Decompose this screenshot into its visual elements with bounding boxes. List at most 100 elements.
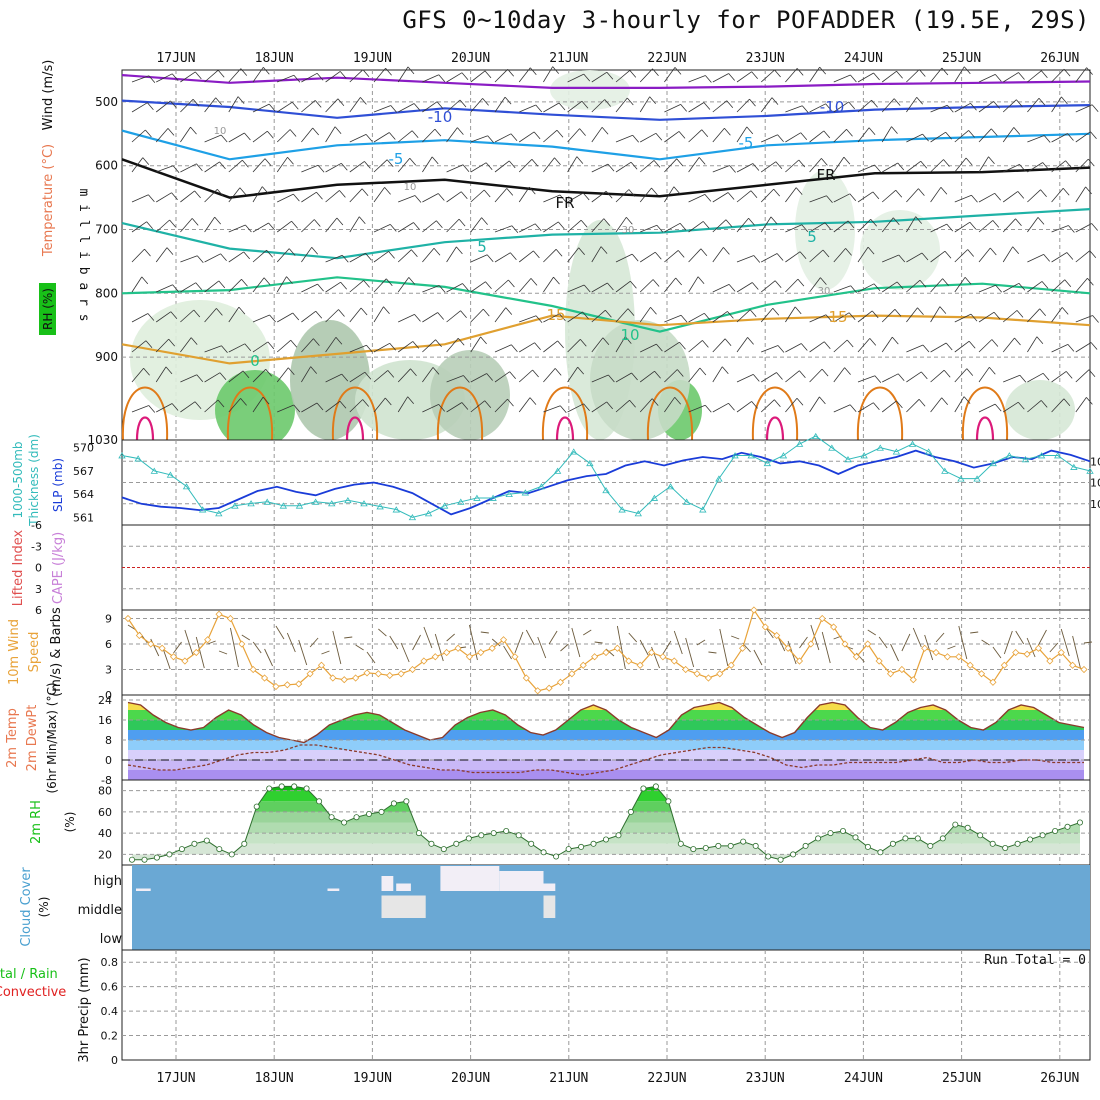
wind-barb-flag bbox=[943, 369, 951, 378]
isotherm-line bbox=[121, 314, 1091, 365]
wind-barb-flag bbox=[897, 373, 905, 382]
wind-barb bbox=[1051, 344, 1069, 353]
wind-barb-flag bbox=[1063, 68, 1071, 77]
wind-barb-flag bbox=[1036, 336, 1044, 344]
wind-barb-flag bbox=[964, 277, 972, 285]
wind-barb bbox=[276, 129, 291, 143]
wind-barb-flag bbox=[239, 187, 247, 196]
wind-barb bbox=[736, 71, 752, 83]
wind10-marker bbox=[625, 657, 633, 665]
wind-barb bbox=[930, 223, 947, 233]
temp-color-band bbox=[128, 710, 1084, 720]
wind-barb-flag bbox=[338, 309, 345, 317]
rh2m-label: 2m RH bbox=[29, 800, 44, 844]
wind-barb-flag bbox=[1019, 164, 1026, 172]
wind-barb-flag bbox=[1061, 307, 1069, 315]
wind10-marker bbox=[272, 682, 280, 691]
wind-barb-flag bbox=[652, 279, 660, 287]
wind-barb-flag bbox=[577, 366, 585, 375]
wind10-barb bbox=[525, 629, 535, 646]
wind-barb bbox=[276, 220, 292, 233]
date-label-top: 24JUN bbox=[844, 51, 883, 66]
wind10-barb bbox=[639, 639, 649, 656]
wind-barb bbox=[252, 186, 263, 203]
wind-barb-flag bbox=[365, 134, 373, 142]
rh2m-marker bbox=[1014, 840, 1021, 847]
wind-barb bbox=[252, 277, 265, 293]
rh-shading-area bbox=[430, 350, 510, 440]
wind-barb bbox=[494, 398, 508, 413]
wind-barb bbox=[228, 96, 239, 113]
wind-barb bbox=[397, 341, 414, 353]
thickness-marker bbox=[715, 475, 723, 482]
wind-barb bbox=[228, 370, 244, 383]
lifted-index-tick-label: 6 bbox=[35, 604, 42, 617]
wind-barb bbox=[228, 279, 242, 293]
wind-barb bbox=[1002, 99, 1017, 113]
wind-barb-flag bbox=[873, 402, 880, 410]
wind-barb bbox=[131, 129, 146, 143]
contour-label: 30 bbox=[622, 225, 635, 236]
wind-barb bbox=[1075, 186, 1086, 203]
wind-barb-flag bbox=[244, 132, 251, 141]
wind-barb-flag bbox=[292, 312, 300, 321]
wind-barb-flag bbox=[606, 401, 614, 410]
rh2m-marker bbox=[802, 842, 809, 849]
wind-barb-flag bbox=[1089, 250, 1097, 258]
wind-barb-flag bbox=[463, 375, 470, 383]
wind10-barb bbox=[810, 624, 820, 651]
wind-barb-flag bbox=[821, 158, 828, 166]
rh2m-marker bbox=[478, 832, 485, 839]
contour-label: 5 bbox=[807, 228, 817, 246]
wind-barb bbox=[276, 101, 293, 113]
wind-barb bbox=[1002, 246, 1014, 263]
wind10-marker bbox=[556, 678, 565, 686]
wind-barb-flag bbox=[504, 96, 512, 105]
wind-barb bbox=[1051, 279, 1066, 293]
wind-barb bbox=[760, 188, 774, 203]
wind-barb bbox=[591, 401, 607, 413]
wind-barb-flag bbox=[1018, 283, 1026, 291]
wind-barb-flag bbox=[267, 130, 274, 139]
wind-barb bbox=[857, 310, 873, 323]
wind-barb bbox=[857, 127, 870, 143]
wind-barb-flag bbox=[1091, 104, 1099, 112]
dewpoint-series-line bbox=[127, 744, 1084, 776]
isotherm-line bbox=[121, 129, 1091, 161]
wind-barb bbox=[1051, 371, 1067, 383]
wind-barb bbox=[712, 219, 727, 233]
wind-barb bbox=[301, 402, 318, 413]
rh2m-marker bbox=[864, 843, 871, 850]
wind-barb-flag bbox=[679, 223, 687, 231]
wind10-barb bbox=[366, 651, 376, 664]
wind-barb bbox=[228, 187, 241, 203]
thickness-marker bbox=[570, 448, 578, 455]
wind-barb bbox=[906, 344, 924, 353]
wind-barb-flag bbox=[703, 102, 711, 110]
wind-barb bbox=[906, 371, 922, 383]
wind-barb-flag bbox=[172, 284, 179, 292]
wind-barb bbox=[180, 255, 198, 263]
wind-barb bbox=[518, 131, 535, 143]
rh2m-marker bbox=[141, 856, 148, 863]
wind-barb bbox=[1002, 310, 1018, 323]
wind-barb-flag bbox=[313, 219, 321, 227]
wind-barb-flag bbox=[749, 309, 757, 317]
wind-barb bbox=[785, 370, 800, 383]
contour-label: 15 bbox=[546, 306, 565, 324]
wind-barb bbox=[470, 281, 486, 293]
wind-barb-flag bbox=[144, 248, 151, 257]
wind10-barb bbox=[662, 640, 672, 655]
wind-barb-flag bbox=[801, 105, 809, 114]
wind10-marker bbox=[602, 648, 610, 657]
wind-barb-flag bbox=[341, 255, 349, 263]
wind-barb-flag bbox=[315, 310, 323, 319]
wind-barb bbox=[809, 277, 821, 293]
wind-barb-flag bbox=[916, 97, 924, 105]
wind-barb bbox=[301, 338, 314, 353]
wind-barb-flag bbox=[794, 306, 802, 315]
wind-barb-flag bbox=[240, 398, 247, 406]
wind-barb bbox=[615, 161, 632, 173]
wind10-barb bbox=[229, 627, 239, 668]
wind-barb bbox=[881, 126, 892, 143]
